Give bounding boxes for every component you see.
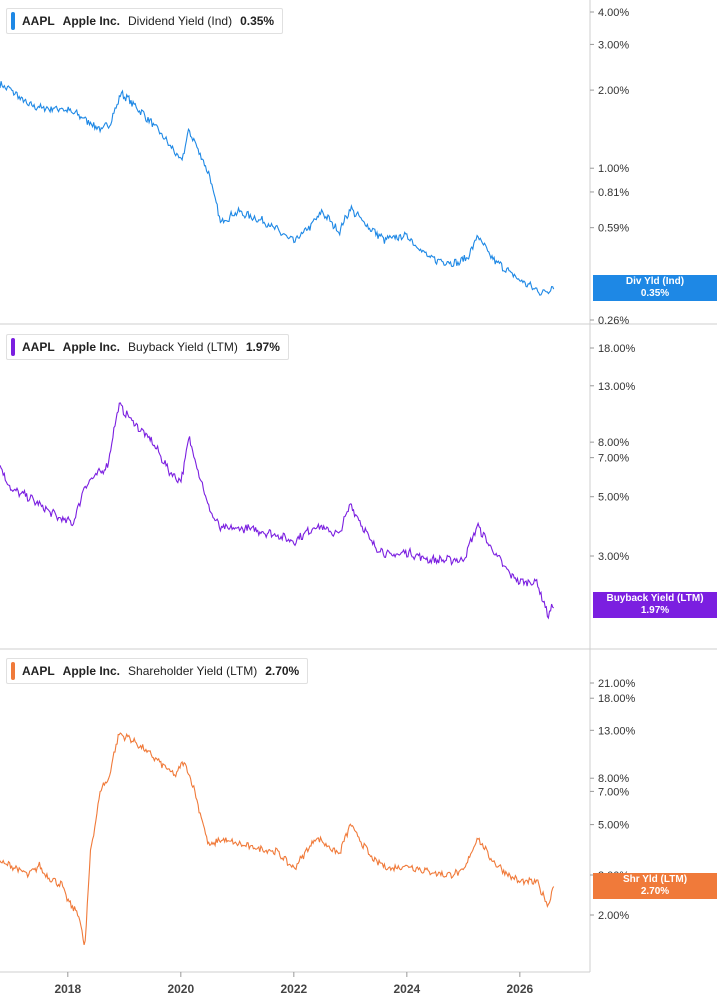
x-tick-label: 2020 — [167, 982, 194, 996]
value-tag-value: 2.70% — [640, 886, 670, 897]
legend-dividend-yield[interactable]: AAPL Apple Inc. Dividend Yield (Ind) 0.3… — [6, 8, 284, 34]
y-tick-label: 18.00% — [598, 343, 636, 355]
series-layer — [0, 81, 555, 946]
x-tick-label: 2018 — [54, 982, 81, 996]
y-tick-label: 7.00% — [598, 786, 629, 798]
value-tag-label: Div Yld (Ind) — [625, 276, 685, 287]
legend-company: Apple Inc. — [62, 664, 121, 678]
legend-ticker: AAPL — [22, 664, 55, 678]
legend-swatch — [11, 12, 15, 30]
y-tick-label: 0.26% — [598, 315, 629, 327]
y-tick-label: 18.00% — [598, 693, 636, 705]
panel-dividers — [0, 0, 717, 973]
y-tick-label: 3.00% — [598, 551, 629, 563]
legend-ticker: AAPL — [22, 340, 55, 354]
y-tick-label: 5.00% — [598, 820, 629, 832]
y-tick-label: 0.81% — [598, 187, 629, 199]
value-tag-dividend-yield: Div Yld (Ind) 0.35% — [593, 275, 717, 301]
value-tag-buyback-yield: Buyback Yield (LTM) 1.97% — [593, 592, 717, 618]
value-tag-value: 1.97% — [640, 605, 670, 616]
value-tag-shareholder-yield: Shr Yld (LTM) 2.70% — [593, 873, 717, 899]
legend-shareholder-yield[interactable]: AAPL Apple Inc. Shareholder Yield (LTM) … — [6, 658, 309, 684]
y-tick-label: 8.00% — [598, 437, 629, 449]
y-axis-tick-layer: 4.00% 3.00% 2.00% 1.00% 0.81% 0.59% 0.26% 18.00… — [590, 7, 636, 922]
value-tag-label: Buyback Yield (LTM) — [606, 593, 704, 604]
y-tick-label: 8.00% — [598, 773, 629, 785]
legend-swatch — [11, 338, 15, 356]
series-line-3 — [0, 732, 555, 946]
value-tag-label: Shr Yld (LTM) — [622, 874, 688, 885]
y-tick-label: 21.00% — [598, 678, 636, 690]
y-tick-label: 7.00% — [598, 453, 629, 465]
y-tick-label: 13.00% — [598, 725, 636, 737]
legend-swatch — [11, 662, 15, 680]
legend-metric: Buyback Yield (LTM) — [128, 340, 238, 354]
y-tick-label: 2.00% — [598, 910, 629, 922]
y-tick-label: 0.59% — [598, 223, 629, 235]
y-tick-label: 13.00% — [598, 381, 636, 393]
y-tick-label: 2.00% — [598, 85, 629, 97]
y-tick-label: 4.00% — [598, 7, 629, 19]
legend-value: 1.97% — [245, 340, 280, 354]
x-tick-label: 2026 — [506, 982, 533, 996]
legend-value: 0.35% — [240, 14, 275, 28]
legend-metric: Shareholder Yield (LTM) — [128, 664, 258, 678]
legend-company: Apple Inc. — [62, 340, 121, 354]
legend-buyback-yield[interactable]: AAPL Apple Inc. Buyback Yield (LTM) 1.97… — [6, 334, 289, 360]
y-tick-label: 1.00% — [598, 163, 629, 175]
legend-metric: Dividend Yield (Ind) — [128, 14, 233, 28]
value-tag-value: 0.35% — [640, 288, 670, 299]
x-axis-tick-layer: 2018 2020 2022 2024 2026 — [54, 972, 534, 996]
series-line-2 — [0, 402, 555, 620]
x-tick-label: 2024 — [393, 982, 420, 996]
y-tick-label: 3.00% — [598, 39, 629, 51]
y-tick-label: 5.00% — [598, 492, 629, 504]
legend-company: Apple Inc. — [62, 14, 121, 28]
legend-ticker: AAPL — [22, 14, 55, 28]
x-tick-label: 2022 — [280, 982, 307, 996]
legend-value: 2.70% — [265, 664, 300, 678]
series-line-1 — [0, 81, 555, 296]
